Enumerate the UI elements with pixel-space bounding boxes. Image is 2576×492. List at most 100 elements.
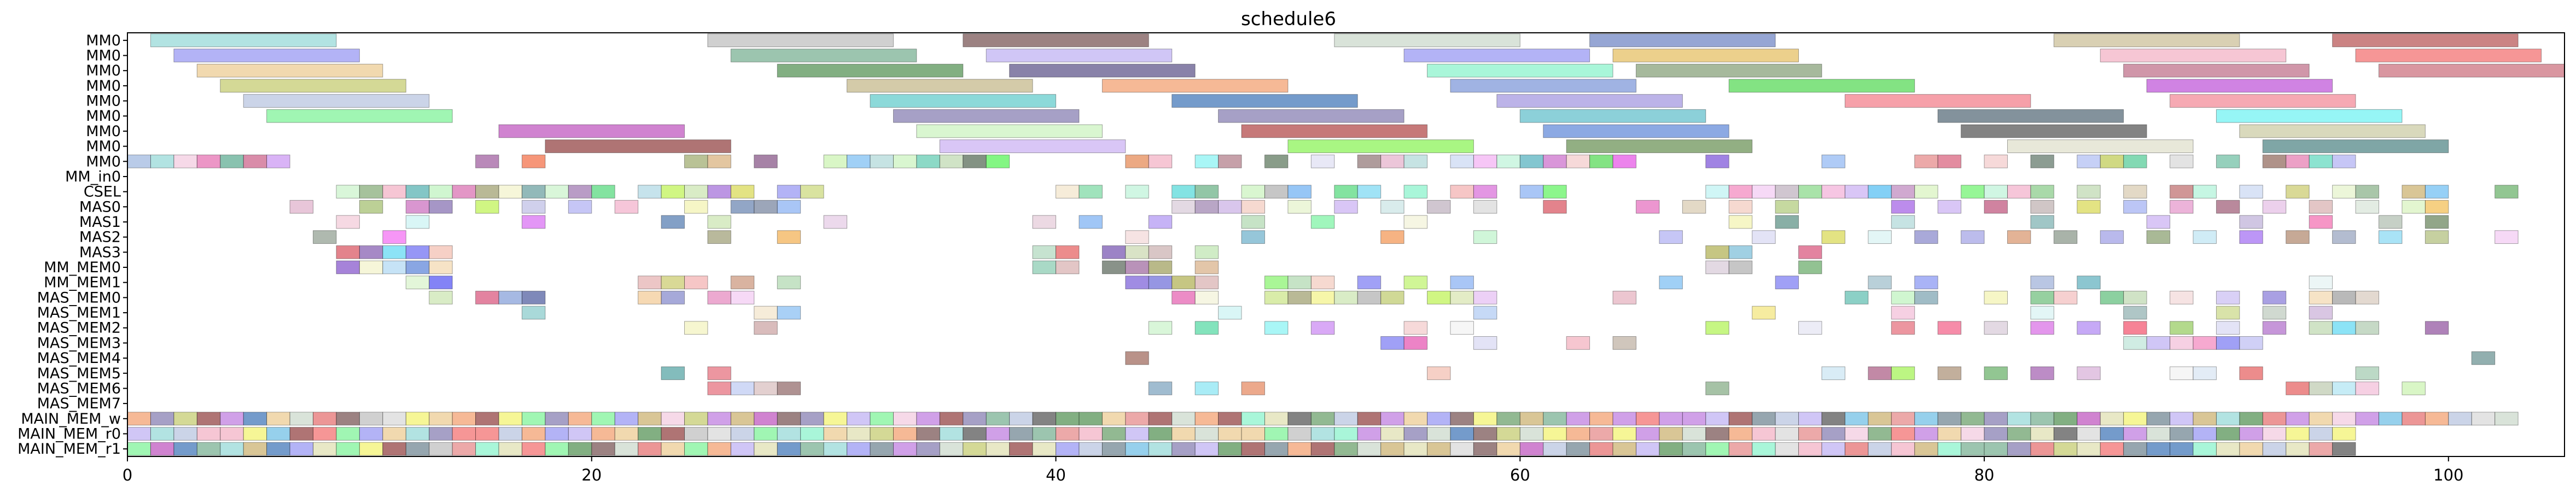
task-bar (2100, 427, 2124, 441)
task-bar (521, 215, 546, 229)
task-bar (1079, 427, 1103, 441)
task-bar (1566, 442, 1590, 456)
task-bar (1380, 336, 1404, 350)
task-bar (1914, 427, 1938, 441)
task-bar (1914, 276, 1938, 290)
task-bar (1868, 230, 1892, 244)
task-bar (1310, 290, 1335, 304)
task-bar (684, 276, 708, 290)
task-bar (2100, 442, 2124, 456)
task-bar (2448, 412, 2472, 426)
task-bar (498, 412, 522, 426)
task-bar (847, 412, 871, 426)
task-bar (2030, 412, 2054, 426)
task-bar (1287, 185, 1312, 199)
task-bar (1194, 154, 1219, 168)
task-bar (243, 412, 267, 426)
task-bar (2355, 366, 2379, 380)
task-bar (1798, 427, 1822, 441)
task-bar (150, 33, 337, 48)
task-bar (1984, 366, 2008, 380)
task-bar (1775, 185, 1799, 199)
task-bar (684, 154, 708, 168)
task-bar (2309, 306, 2333, 320)
task-bar (1473, 154, 1497, 168)
task-bar (1403, 336, 1428, 350)
task-bar (1450, 290, 1474, 304)
task-bar (730, 49, 917, 62)
task-bar (196, 412, 221, 426)
task-bar (127, 154, 151, 168)
task-bar (2123, 63, 2310, 78)
task-bar (1032, 442, 1057, 456)
task-bar (452, 412, 476, 426)
task-bar (1241, 215, 1265, 229)
task-bar (2170, 321, 2194, 335)
task-bar (2262, 139, 2449, 153)
task-bar (823, 427, 848, 441)
task-bar (1635, 63, 1822, 78)
task-bar (870, 412, 894, 426)
task-bar (1357, 276, 1382, 290)
task-bar (2123, 427, 2147, 441)
task-bar (2286, 427, 2310, 441)
task-bar (661, 215, 685, 229)
task-bar (1937, 412, 1962, 426)
task-bar (1705, 185, 1729, 199)
task-bar (2309, 442, 2333, 456)
task-bar (2100, 412, 2124, 426)
task-bar (2077, 427, 2101, 441)
task-bar (289, 427, 314, 441)
y-tick-label: MM0 (86, 48, 121, 65)
task-bar (1172, 412, 1196, 426)
task-bar (2239, 366, 2263, 380)
y-tick-label: MM0 (86, 138, 121, 155)
task-bar (2239, 427, 2263, 441)
task-bar (1705, 427, 1729, 441)
task-bar (777, 200, 801, 214)
task-bar (2402, 185, 2426, 199)
task-bar (847, 79, 1033, 93)
task-bar (405, 200, 430, 214)
task-bar (336, 215, 360, 229)
task-bar (1148, 412, 1173, 426)
task-bar (1241, 442, 1265, 456)
task-bar (1914, 290, 1938, 304)
task-bar (2216, 290, 2240, 304)
task-bar (2239, 185, 2263, 199)
task-bar (1775, 442, 1799, 456)
task-bar (614, 200, 639, 214)
task-bar (243, 442, 267, 456)
task-bar (1543, 124, 1729, 138)
task-bar (1079, 215, 1103, 229)
task-bar (2309, 412, 2333, 426)
task-bar (1403, 276, 1428, 290)
task-bar (707, 230, 731, 244)
task-bar (266, 442, 290, 456)
x-tick-label: 40 (1046, 466, 1066, 484)
task-bar (1868, 185, 1892, 199)
task-bar (405, 185, 430, 199)
task-bar (1612, 290, 1636, 304)
task-bar (150, 412, 174, 426)
task-bar (1264, 154, 1289, 168)
task-bar (382, 245, 406, 259)
task-bar (2239, 215, 2263, 229)
y-tick-label: MM0 (86, 153, 121, 170)
task-bar (1937, 366, 1962, 380)
task-bar (847, 154, 871, 168)
task-bar (1705, 412, 1729, 426)
task-bar (1264, 442, 1289, 456)
task-bar (1914, 230, 1938, 244)
task-bar (730, 276, 755, 290)
task-bar (777, 427, 801, 441)
task-bar (289, 200, 314, 214)
task-bar (2170, 185, 2194, 199)
task-bar (1821, 442, 1845, 456)
task-bar (2123, 321, 2147, 335)
task-bar (1264, 276, 1289, 290)
task-bar (475, 290, 499, 304)
task-bar (730, 185, 755, 199)
y-tick-label: MAS_MEM2 (37, 320, 121, 337)
task-bar (1172, 94, 1358, 108)
